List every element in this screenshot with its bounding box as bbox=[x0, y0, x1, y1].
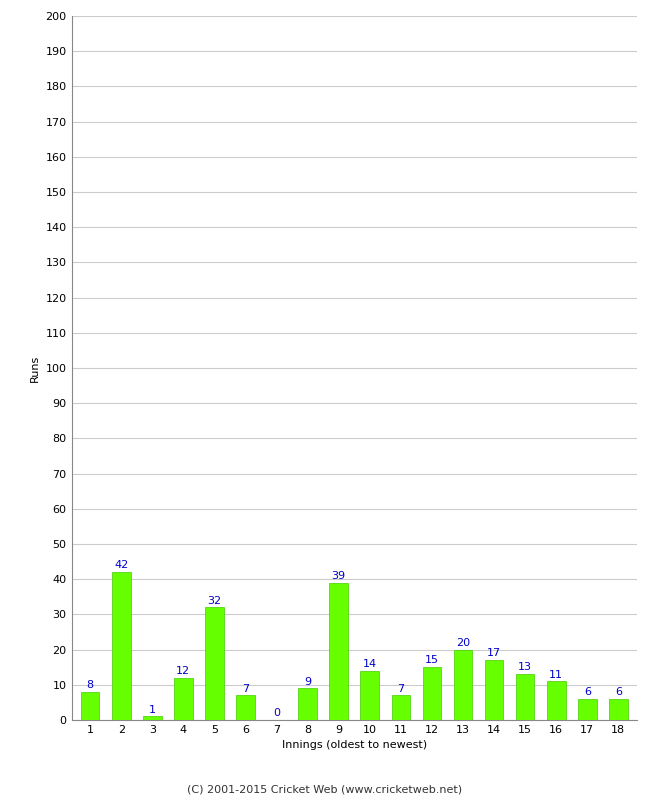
Bar bbox=[205, 607, 224, 720]
Bar bbox=[81, 692, 99, 720]
Bar bbox=[485, 660, 503, 720]
Text: 11: 11 bbox=[549, 670, 563, 679]
Text: 14: 14 bbox=[363, 659, 377, 669]
Text: 39: 39 bbox=[332, 571, 346, 581]
Bar bbox=[361, 670, 379, 720]
Y-axis label: Runs: Runs bbox=[30, 354, 40, 382]
Text: 12: 12 bbox=[176, 666, 190, 676]
Text: 1: 1 bbox=[149, 705, 156, 714]
Bar bbox=[422, 667, 441, 720]
Text: (C) 2001-2015 Cricket Web (www.cricketweb.net): (C) 2001-2015 Cricket Web (www.cricketwe… bbox=[187, 784, 463, 794]
Bar bbox=[236, 695, 255, 720]
Bar bbox=[391, 695, 410, 720]
Text: 32: 32 bbox=[207, 595, 222, 606]
Text: 13: 13 bbox=[518, 662, 532, 673]
Text: 6: 6 bbox=[615, 687, 622, 697]
Text: 8: 8 bbox=[86, 680, 94, 690]
Bar bbox=[454, 650, 473, 720]
Text: 6: 6 bbox=[584, 687, 591, 697]
Bar bbox=[143, 717, 162, 720]
Bar bbox=[330, 582, 348, 720]
Text: 20: 20 bbox=[456, 638, 470, 648]
Bar bbox=[516, 674, 534, 720]
Bar bbox=[578, 699, 597, 720]
Text: 42: 42 bbox=[114, 560, 128, 570]
Bar bbox=[112, 572, 131, 720]
Text: 9: 9 bbox=[304, 677, 311, 686]
Bar bbox=[547, 682, 566, 720]
Bar bbox=[298, 688, 317, 720]
Text: 7: 7 bbox=[397, 683, 404, 694]
Text: 7: 7 bbox=[242, 683, 249, 694]
Text: 15: 15 bbox=[425, 655, 439, 666]
Text: 0: 0 bbox=[273, 708, 280, 718]
X-axis label: Innings (oldest to newest): Innings (oldest to newest) bbox=[281, 741, 427, 750]
Text: 17: 17 bbox=[487, 648, 501, 658]
Bar bbox=[174, 678, 192, 720]
Bar bbox=[609, 699, 628, 720]
